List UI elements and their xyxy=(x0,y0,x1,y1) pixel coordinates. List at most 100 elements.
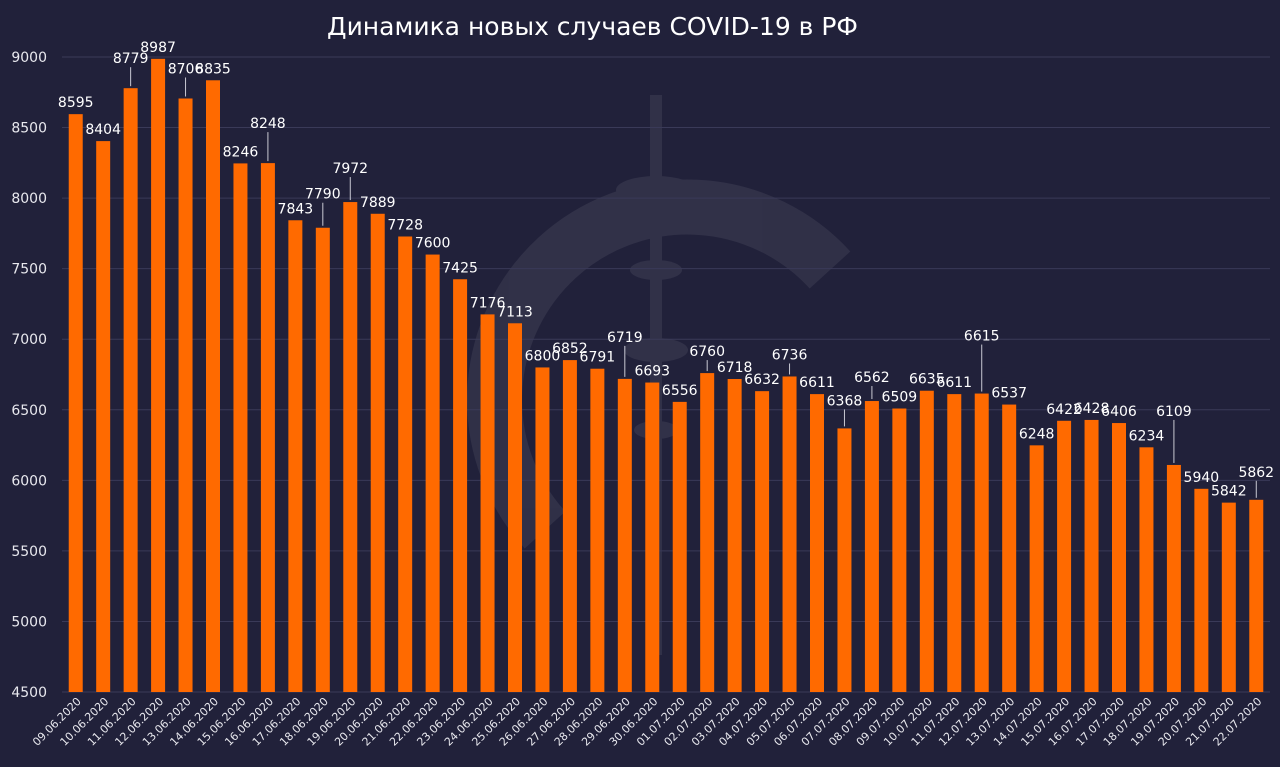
bar-value-label: 6611 xyxy=(799,375,835,391)
bar xyxy=(370,213,385,692)
y-tick-label: 5000 xyxy=(11,614,47,630)
bar-value-label: 6537 xyxy=(991,386,1027,402)
bar xyxy=(810,394,824,692)
bar xyxy=(233,163,248,693)
bar-value-label: 7425 xyxy=(442,260,478,276)
bar xyxy=(864,401,879,692)
bar xyxy=(535,367,550,692)
bar-value-label: 6611 xyxy=(936,375,972,391)
bar-value-label: 8246 xyxy=(223,144,259,160)
bar-value-label: 7176 xyxy=(470,295,506,311)
bar-value-label: 6428 xyxy=(1074,401,1110,417)
bar-value-label: 8706 xyxy=(168,61,204,77)
bar-value-label: 7113 xyxy=(497,304,533,320)
y-tick-label: 8500 xyxy=(11,121,47,137)
bar-value-label: 6248 xyxy=(1019,426,1055,442)
bar xyxy=(68,114,83,692)
bar xyxy=(1029,445,1044,692)
bar xyxy=(343,202,358,692)
y-tick-label: 4500 xyxy=(11,685,47,701)
bar-value-label: 5842 xyxy=(1211,484,1247,500)
y-tick-label: 8000 xyxy=(11,191,47,207)
bar-value-label: 6693 xyxy=(634,364,670,380)
bar xyxy=(1221,502,1236,692)
bar xyxy=(590,368,605,692)
bar-value-label: 8835 xyxy=(195,61,231,77)
bar xyxy=(645,382,660,692)
bar xyxy=(837,428,852,692)
bar xyxy=(288,220,303,692)
bar-value-label: 5862 xyxy=(1238,465,1274,481)
bar-value-label: 6800 xyxy=(525,348,561,364)
bar-value-label: 7972 xyxy=(332,161,368,177)
bar xyxy=(1112,423,1126,692)
bar xyxy=(672,401,687,692)
bar-value-label: 8987 xyxy=(140,40,176,56)
bar xyxy=(480,314,495,692)
bar xyxy=(453,279,468,692)
bar xyxy=(508,323,522,692)
bar xyxy=(1002,404,1017,692)
bar xyxy=(617,378,632,692)
chart-title: Динамика новых случаев COVID-19 в РФ xyxy=(327,12,858,41)
bar xyxy=(151,58,166,692)
y-tick-label: 9000 xyxy=(11,50,47,66)
bar-value-label: 6562 xyxy=(854,370,890,386)
bar-value-label: 6368 xyxy=(827,393,863,409)
y-tick-label: 6500 xyxy=(11,403,47,419)
bar-value-label: 6760 xyxy=(689,344,725,360)
bar xyxy=(123,88,138,693)
bar xyxy=(1249,499,1264,692)
bar xyxy=(425,254,440,693)
y-tick-label: 7000 xyxy=(11,332,47,348)
bar-value-label: 7790 xyxy=(305,187,341,203)
bar-value-label: 6422 xyxy=(1046,402,1082,418)
bar-value-label: 8595 xyxy=(58,95,94,111)
bar-value-label: 5940 xyxy=(1184,470,1220,486)
bar-value-label: 6719 xyxy=(607,330,643,346)
bar-value-label: 6635 xyxy=(909,372,945,388)
bar xyxy=(562,360,577,692)
bar xyxy=(919,390,934,692)
bar-value-label: 6234 xyxy=(1129,428,1165,444)
bar xyxy=(1139,447,1154,692)
bar xyxy=(1057,420,1072,692)
bar-value-label: 6736 xyxy=(772,347,808,363)
bar xyxy=(398,236,413,692)
bar-value-label: 7843 xyxy=(278,201,314,217)
bar-value-label: 7889 xyxy=(360,195,396,211)
bar xyxy=(96,141,111,692)
bar-value-label: 6406 xyxy=(1101,404,1137,420)
bar xyxy=(206,80,220,693)
bar-value-label: 7600 xyxy=(415,236,451,252)
bar xyxy=(260,163,275,693)
bar xyxy=(974,393,989,692)
bar-value-label: 6109 xyxy=(1156,404,1192,420)
bar xyxy=(315,227,330,692)
bar xyxy=(178,98,193,692)
bar-value-label: 6556 xyxy=(662,383,698,399)
bar-value-label: 8404 xyxy=(85,122,121,138)
bar xyxy=(1194,488,1209,692)
y-tick-label: 5500 xyxy=(11,544,47,560)
bar-value-label: 6509 xyxy=(882,390,918,406)
bar-value-label: 6718 xyxy=(717,360,753,376)
bar-value-label: 8248 xyxy=(250,116,286,132)
bar xyxy=(1166,464,1181,692)
bar xyxy=(892,408,907,692)
bar xyxy=(947,394,962,692)
bar xyxy=(700,373,715,692)
bar-value-label: 8779 xyxy=(113,51,149,67)
bar-value-label: 6791 xyxy=(580,350,616,366)
y-tick-label: 6000 xyxy=(11,473,47,489)
bar xyxy=(782,376,797,692)
bar-value-label: 6632 xyxy=(744,372,780,388)
bar xyxy=(755,391,770,692)
bar-value-label: 7728 xyxy=(387,217,423,233)
bar xyxy=(727,379,742,692)
y-tick-label: 7500 xyxy=(11,262,47,278)
bar-value-label: 6615 xyxy=(964,329,1000,345)
bar-value-label: 6852 xyxy=(552,341,588,357)
